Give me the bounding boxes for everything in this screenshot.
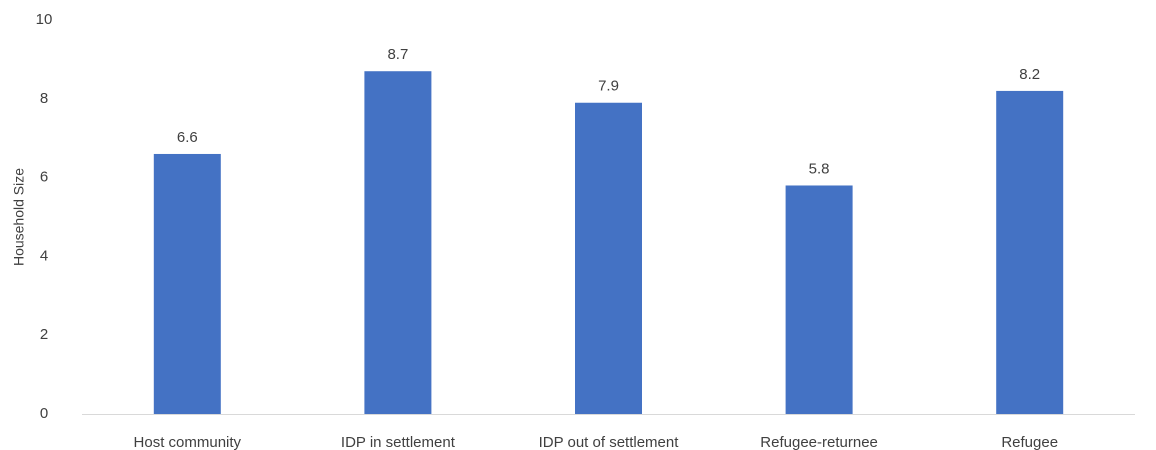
data-labels-group: 6.6 8.7 7.9 5.8 8.2 xyxy=(177,46,1040,177)
bar xyxy=(996,90,1064,415)
y-tick-label: 4 xyxy=(40,247,48,264)
data-label: 5.8 xyxy=(809,160,830,177)
data-label: 8.2 xyxy=(1019,66,1040,83)
data-label: 6.6 xyxy=(177,129,198,146)
category-label: Refugee-returnee xyxy=(760,434,878,450)
bars-group xyxy=(153,71,1064,415)
y-tick-label: 0 xyxy=(40,405,48,422)
y-axis-title: Household Size xyxy=(11,168,27,266)
y-tick-label: 8 xyxy=(40,90,48,107)
bar xyxy=(364,71,432,414)
bar xyxy=(575,102,642,415)
category-label: IDP in settlement xyxy=(341,434,456,450)
y-tick-label: 10 xyxy=(36,11,53,28)
data-label: 7.9 xyxy=(598,78,619,95)
y-tick-label: 2 xyxy=(40,326,48,343)
bar xyxy=(785,185,853,414)
data-label: 8.7 xyxy=(387,46,408,63)
category-label: IDP out of settlement xyxy=(539,434,680,450)
y-tick-label: 6 xyxy=(40,169,48,186)
y-axis-ticks: 0 2 4 6 8 10 xyxy=(36,11,53,422)
category-label: Host community xyxy=(134,434,242,450)
category-labels-group: Host community IDP in settlement IDP out o… xyxy=(134,434,1059,450)
bar xyxy=(153,153,221,414)
category-label: Refugee xyxy=(1001,434,1058,450)
